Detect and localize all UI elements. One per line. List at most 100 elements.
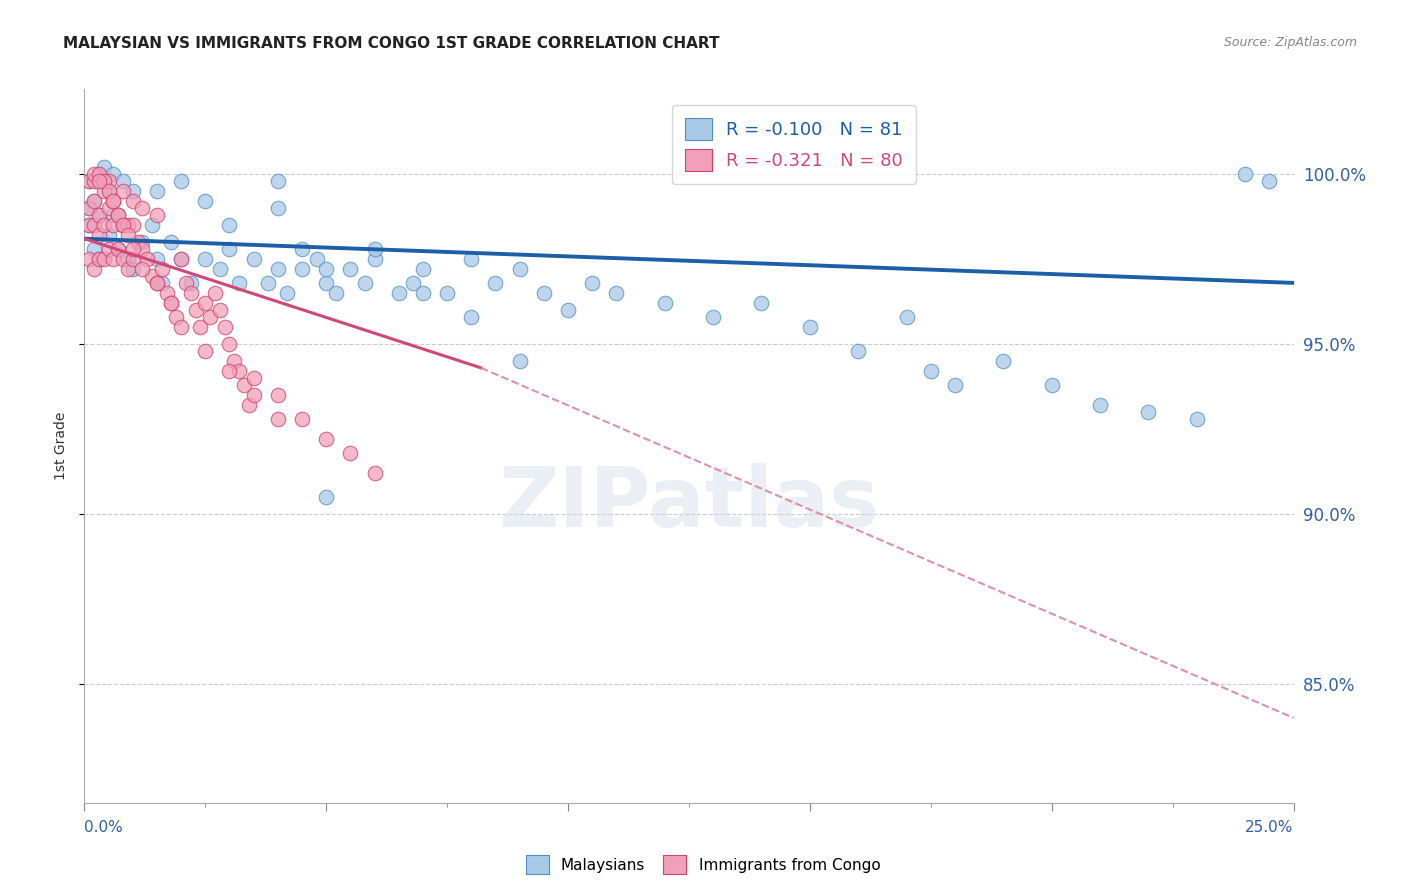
Point	[460, 310, 482, 324]
Point	[581, 276, 603, 290]
Point	[117, 262, 139, 277]
Point	[150, 276, 173, 290]
Point	[93, 161, 115, 175]
Point	[218, 337, 240, 351]
Point	[83, 194, 105, 209]
Point	[208, 303, 231, 318]
Point	[846, 343, 869, 358]
Point	[751, 296, 773, 310]
Point	[291, 242, 314, 256]
Point	[121, 252, 143, 266]
Point	[184, 303, 207, 318]
Point	[146, 208, 169, 222]
Point	[233, 377, 256, 392]
Point	[363, 242, 385, 256]
Point	[131, 201, 153, 215]
Point	[388, 286, 411, 301]
Point	[146, 184, 169, 198]
Point	[654, 296, 676, 310]
Point	[315, 490, 337, 504]
Point	[87, 167, 110, 181]
Point	[93, 184, 115, 198]
Point	[276, 286, 298, 301]
Point	[83, 242, 105, 256]
Text: ZIPatlas: ZIPatlas	[499, 463, 879, 543]
Point	[605, 286, 627, 301]
Point	[117, 252, 139, 266]
Point	[204, 286, 226, 301]
Point	[218, 242, 240, 256]
Point	[402, 276, 425, 290]
Point	[1234, 167, 1257, 181]
Point	[291, 262, 314, 277]
Point	[107, 242, 129, 256]
Point	[77, 201, 100, 215]
Point	[228, 276, 250, 290]
Legend: Malaysians, Immigrants from Congo: Malaysians, Immigrants from Congo	[520, 849, 886, 880]
Point	[155, 286, 177, 301]
Point	[97, 242, 120, 256]
Point	[77, 174, 100, 188]
Point	[228, 364, 250, 378]
Point	[315, 432, 337, 446]
Point	[87, 252, 110, 266]
Point	[315, 276, 337, 290]
Point	[325, 286, 347, 301]
Point	[533, 286, 555, 301]
Point	[83, 218, 105, 232]
Point	[160, 296, 183, 310]
Point	[920, 364, 942, 378]
Point	[97, 184, 120, 198]
Point	[103, 252, 125, 266]
Point	[103, 194, 125, 209]
Point	[339, 262, 361, 277]
Point	[208, 262, 231, 277]
Point	[509, 354, 531, 368]
Point	[97, 228, 120, 243]
Point	[180, 276, 202, 290]
Point	[170, 174, 193, 188]
Point	[509, 262, 531, 277]
Point	[93, 174, 115, 188]
Point	[87, 167, 110, 181]
Point	[87, 252, 110, 266]
Point	[77, 252, 100, 266]
Legend: R = -0.100   N = 81, R = -0.321   N = 80: R = -0.100 N = 81, R = -0.321 N = 80	[672, 105, 915, 184]
Point	[194, 343, 217, 358]
Point	[267, 412, 290, 426]
Point	[112, 184, 135, 198]
Point	[943, 377, 966, 392]
Point	[170, 320, 193, 334]
Point	[224, 354, 246, 368]
Point	[1040, 377, 1063, 392]
Point	[150, 262, 173, 277]
Point	[103, 167, 125, 181]
Point	[83, 194, 105, 209]
Point	[77, 218, 100, 232]
Point	[190, 320, 212, 334]
Point	[112, 218, 135, 232]
Text: 0.0%: 0.0%	[84, 820, 124, 835]
Point	[198, 310, 221, 324]
Point	[238, 398, 260, 412]
Point	[1137, 405, 1160, 419]
Point	[121, 218, 143, 232]
Point	[412, 262, 434, 277]
Point	[121, 242, 143, 256]
Point	[799, 320, 821, 334]
Point	[557, 303, 579, 318]
Point	[160, 296, 183, 310]
Point	[1258, 174, 1281, 188]
Point	[896, 310, 918, 324]
Point	[103, 208, 125, 222]
Point	[83, 262, 105, 277]
Point	[87, 228, 110, 243]
Point	[141, 269, 163, 284]
Point	[87, 208, 110, 222]
Point	[460, 252, 482, 266]
Point	[131, 235, 153, 249]
Point	[146, 276, 169, 290]
Point	[117, 228, 139, 243]
Point	[267, 262, 290, 277]
Point	[1185, 412, 1208, 426]
